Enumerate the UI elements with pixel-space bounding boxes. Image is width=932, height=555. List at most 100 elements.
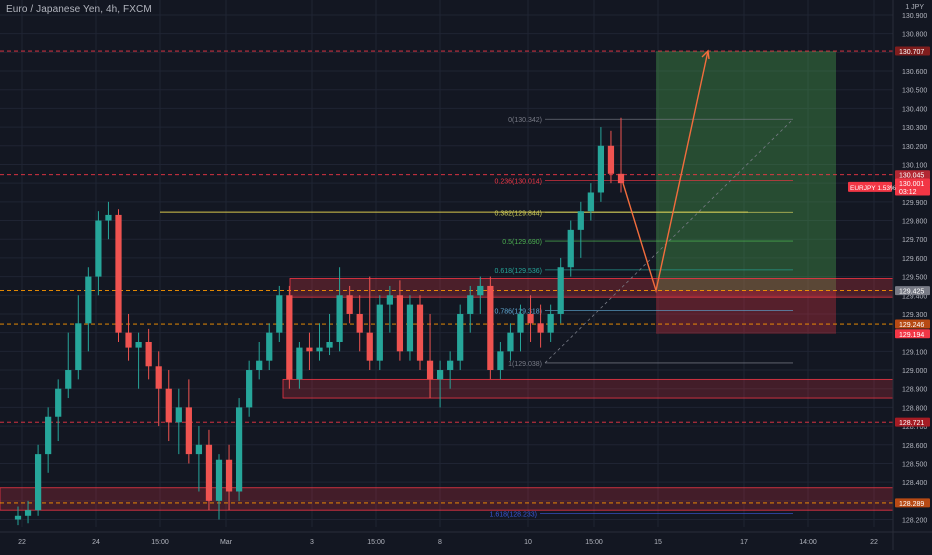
candle [195,426,203,492]
candle [527,295,534,342]
price-axis-tick: 130.900 [902,13,927,20]
price-tag-bg [895,417,930,427]
price-axis-tick: 129.700 [902,237,927,244]
time-axis-label: 22 [870,539,878,546]
supply-demand-zone [282,378,894,399]
candle-body [617,173,625,184]
stop-zone [656,290,836,334]
candle [406,295,414,361]
candle [215,454,223,520]
candle-body [14,515,22,520]
candle [497,341,504,380]
candle [336,267,343,352]
price-tag-bg [895,319,930,329]
candle-body [386,295,393,305]
fib-label: 0.618(129.536) [495,268,542,275]
projection-arrowhead [701,49,710,60]
candle-body [65,370,72,389]
candle-body [95,220,102,277]
price-tag-bg [895,286,930,296]
candle-body [205,444,213,501]
candle-body [45,416,52,455]
candle [487,276,494,380]
candle-body [447,360,454,371]
candle-body [517,313,524,333]
price-axis-tick: 129.500 [902,275,927,282]
price-tag: 128.289 [895,498,930,508]
candle-body [246,370,253,408]
candle [416,295,424,371]
candle [477,276,484,314]
candle [34,444,42,516]
time-axis-label: 17 [740,539,748,546]
price-axis-tick: 129.000 [902,368,927,375]
supply-demand-zone [0,487,894,511]
price-tag: 130.707 [895,46,930,56]
candle [426,313,434,399]
candle-body [457,313,464,361]
candle [95,211,102,296]
candle-body [115,214,122,333]
candle [587,183,594,221]
candle-body [436,370,444,380]
candle [537,304,544,348]
candle-body [366,332,373,361]
candle-body [296,347,303,380]
candle [165,370,172,442]
price-axis-tick: 129.600 [902,256,927,263]
candle [376,295,383,371]
time-axis-label: 15 [654,539,662,546]
price-axis-tick: 130.600 [902,69,927,76]
candle [105,201,112,240]
price-axis-tick: 130.200 [902,144,927,151]
fib-label: 0.382(129.844) [495,210,542,217]
candle-body [135,341,142,348]
candle-body [235,407,243,492]
candle [396,280,404,361]
candle-body [225,459,233,492]
price-axis-tick: 128.500 [902,461,927,468]
candle [436,360,444,408]
candle [386,285,393,333]
candle [567,220,574,277]
price-axis-tick: 130.800 [902,32,927,39]
candle-body [587,192,594,212]
fib-label: 1.618(128.233) [490,511,537,518]
candle-body [145,341,152,367]
candle-body [316,347,323,352]
candle-body [34,454,42,511]
candle-body [266,332,273,361]
candle [366,276,373,371]
candle-body [497,351,504,371]
candle-body [567,229,574,268]
price-axis-tick: 128.900 [902,387,927,394]
time-axis-label: 15:00 [151,539,169,546]
fib-trendline [544,118,794,364]
price-tag: 129.194 [895,329,930,339]
price-tag-label: 129.246 [899,322,924,329]
price-axis-tick: 129.300 [902,312,927,319]
candle [326,313,333,356]
candle-body [346,295,353,314]
price-tag-bg [895,170,930,180]
candle-body [416,304,424,361]
price-axis-tick: 130.400 [902,106,927,113]
candle [507,323,514,361]
candle-body [55,388,62,417]
price-tag-label: 03:12 [899,189,917,196]
time-axis-label: 10 [524,539,532,546]
candle-body [406,304,414,352]
price-tag-bg [895,178,930,188]
price-tag: 130.001 [895,178,930,188]
price-axis-tick: 129.800 [902,219,927,226]
candle [24,500,32,524]
candle [175,388,182,455]
candle-body [155,366,162,389]
candle-body [185,407,192,455]
candle-body [467,295,474,314]
candle [45,407,52,473]
candle [517,304,524,352]
candle-body [537,323,544,333]
